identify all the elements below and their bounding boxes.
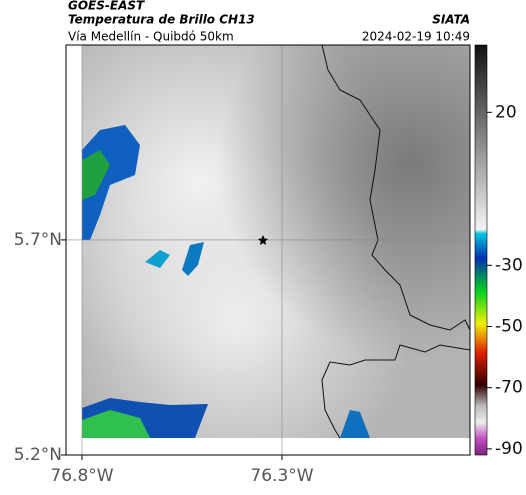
title: GOES-EAST xyxy=(68,0,145,13)
colorbar-tick-label: -70 xyxy=(495,378,523,398)
colorbar-tick-label: -30 xyxy=(495,255,523,275)
y-tick-label: 5.7°N xyxy=(14,230,62,250)
timestamp: 2024-02-19 10:49 xyxy=(362,30,470,44)
subtitle: Temperatura de Brillo CH13 xyxy=(68,13,255,27)
x-tick-label: 76.3°W xyxy=(250,466,313,486)
colorbar-tick-label: -50 xyxy=(495,316,523,336)
border xyxy=(321,44,471,439)
location-marker xyxy=(258,235,268,245)
colorbar xyxy=(474,44,488,456)
y-tick-label: 5.2°N xyxy=(14,445,62,465)
x-tick-label: 76.8°W xyxy=(50,466,113,486)
colorbar-tick-label: -90 xyxy=(495,439,523,459)
location: Vía Medellín - Quibdó 50km xyxy=(68,30,234,44)
satellite-image xyxy=(82,45,470,455)
source: SIATA xyxy=(432,13,470,27)
colorbar-tick-label: 20 xyxy=(495,102,517,122)
map-frame xyxy=(65,44,471,456)
